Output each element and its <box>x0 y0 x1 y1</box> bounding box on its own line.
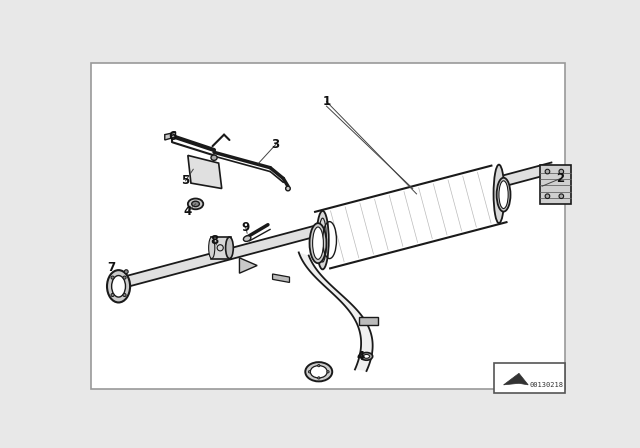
Text: 4: 4 <box>184 205 192 218</box>
Ellipse shape <box>317 365 320 367</box>
Text: 4: 4 <box>356 350 364 363</box>
Text: 7: 7 <box>107 261 115 274</box>
Ellipse shape <box>310 366 327 378</box>
Ellipse shape <box>559 194 564 198</box>
Ellipse shape <box>499 181 508 208</box>
Ellipse shape <box>124 270 128 274</box>
Ellipse shape <box>107 270 130 302</box>
Ellipse shape <box>111 293 114 297</box>
Text: 8: 8 <box>210 233 218 246</box>
Polygon shape <box>504 373 528 385</box>
Ellipse shape <box>209 237 215 258</box>
Ellipse shape <box>497 178 511 211</box>
Ellipse shape <box>493 165 504 223</box>
Ellipse shape <box>545 194 550 198</box>
Polygon shape <box>299 252 372 371</box>
Polygon shape <box>273 274 289 282</box>
Ellipse shape <box>545 169 550 174</box>
Polygon shape <box>118 163 554 289</box>
Bar <box>494 363 565 392</box>
Ellipse shape <box>285 186 291 191</box>
Ellipse shape <box>317 377 320 379</box>
Ellipse shape <box>559 169 564 174</box>
Polygon shape <box>211 237 231 258</box>
Polygon shape <box>239 258 257 273</box>
Ellipse shape <box>364 354 369 358</box>
Ellipse shape <box>111 276 114 279</box>
Ellipse shape <box>327 370 329 373</box>
Polygon shape <box>359 317 378 325</box>
Text: 6: 6 <box>168 130 177 143</box>
Text: 1: 1 <box>323 95 330 108</box>
Ellipse shape <box>360 353 372 360</box>
Ellipse shape <box>312 227 323 259</box>
Ellipse shape <box>316 211 329 269</box>
Polygon shape <box>540 165 570 204</box>
Ellipse shape <box>305 362 332 381</box>
Text: 3: 3 <box>271 138 280 151</box>
Text: 9: 9 <box>241 220 250 233</box>
Ellipse shape <box>111 276 125 297</box>
Ellipse shape <box>123 276 126 279</box>
Ellipse shape <box>243 236 251 241</box>
Polygon shape <box>188 155 221 189</box>
Ellipse shape <box>308 370 310 373</box>
Ellipse shape <box>188 198 204 209</box>
Text: 5: 5 <box>181 174 189 187</box>
Polygon shape <box>315 166 506 268</box>
Ellipse shape <box>211 155 217 160</box>
Text: 00130218: 00130218 <box>530 382 564 388</box>
Ellipse shape <box>192 201 200 207</box>
Ellipse shape <box>225 237 234 258</box>
Text: 2: 2 <box>556 172 564 185</box>
Ellipse shape <box>310 223 326 263</box>
Ellipse shape <box>123 293 126 297</box>
Polygon shape <box>164 132 175 140</box>
